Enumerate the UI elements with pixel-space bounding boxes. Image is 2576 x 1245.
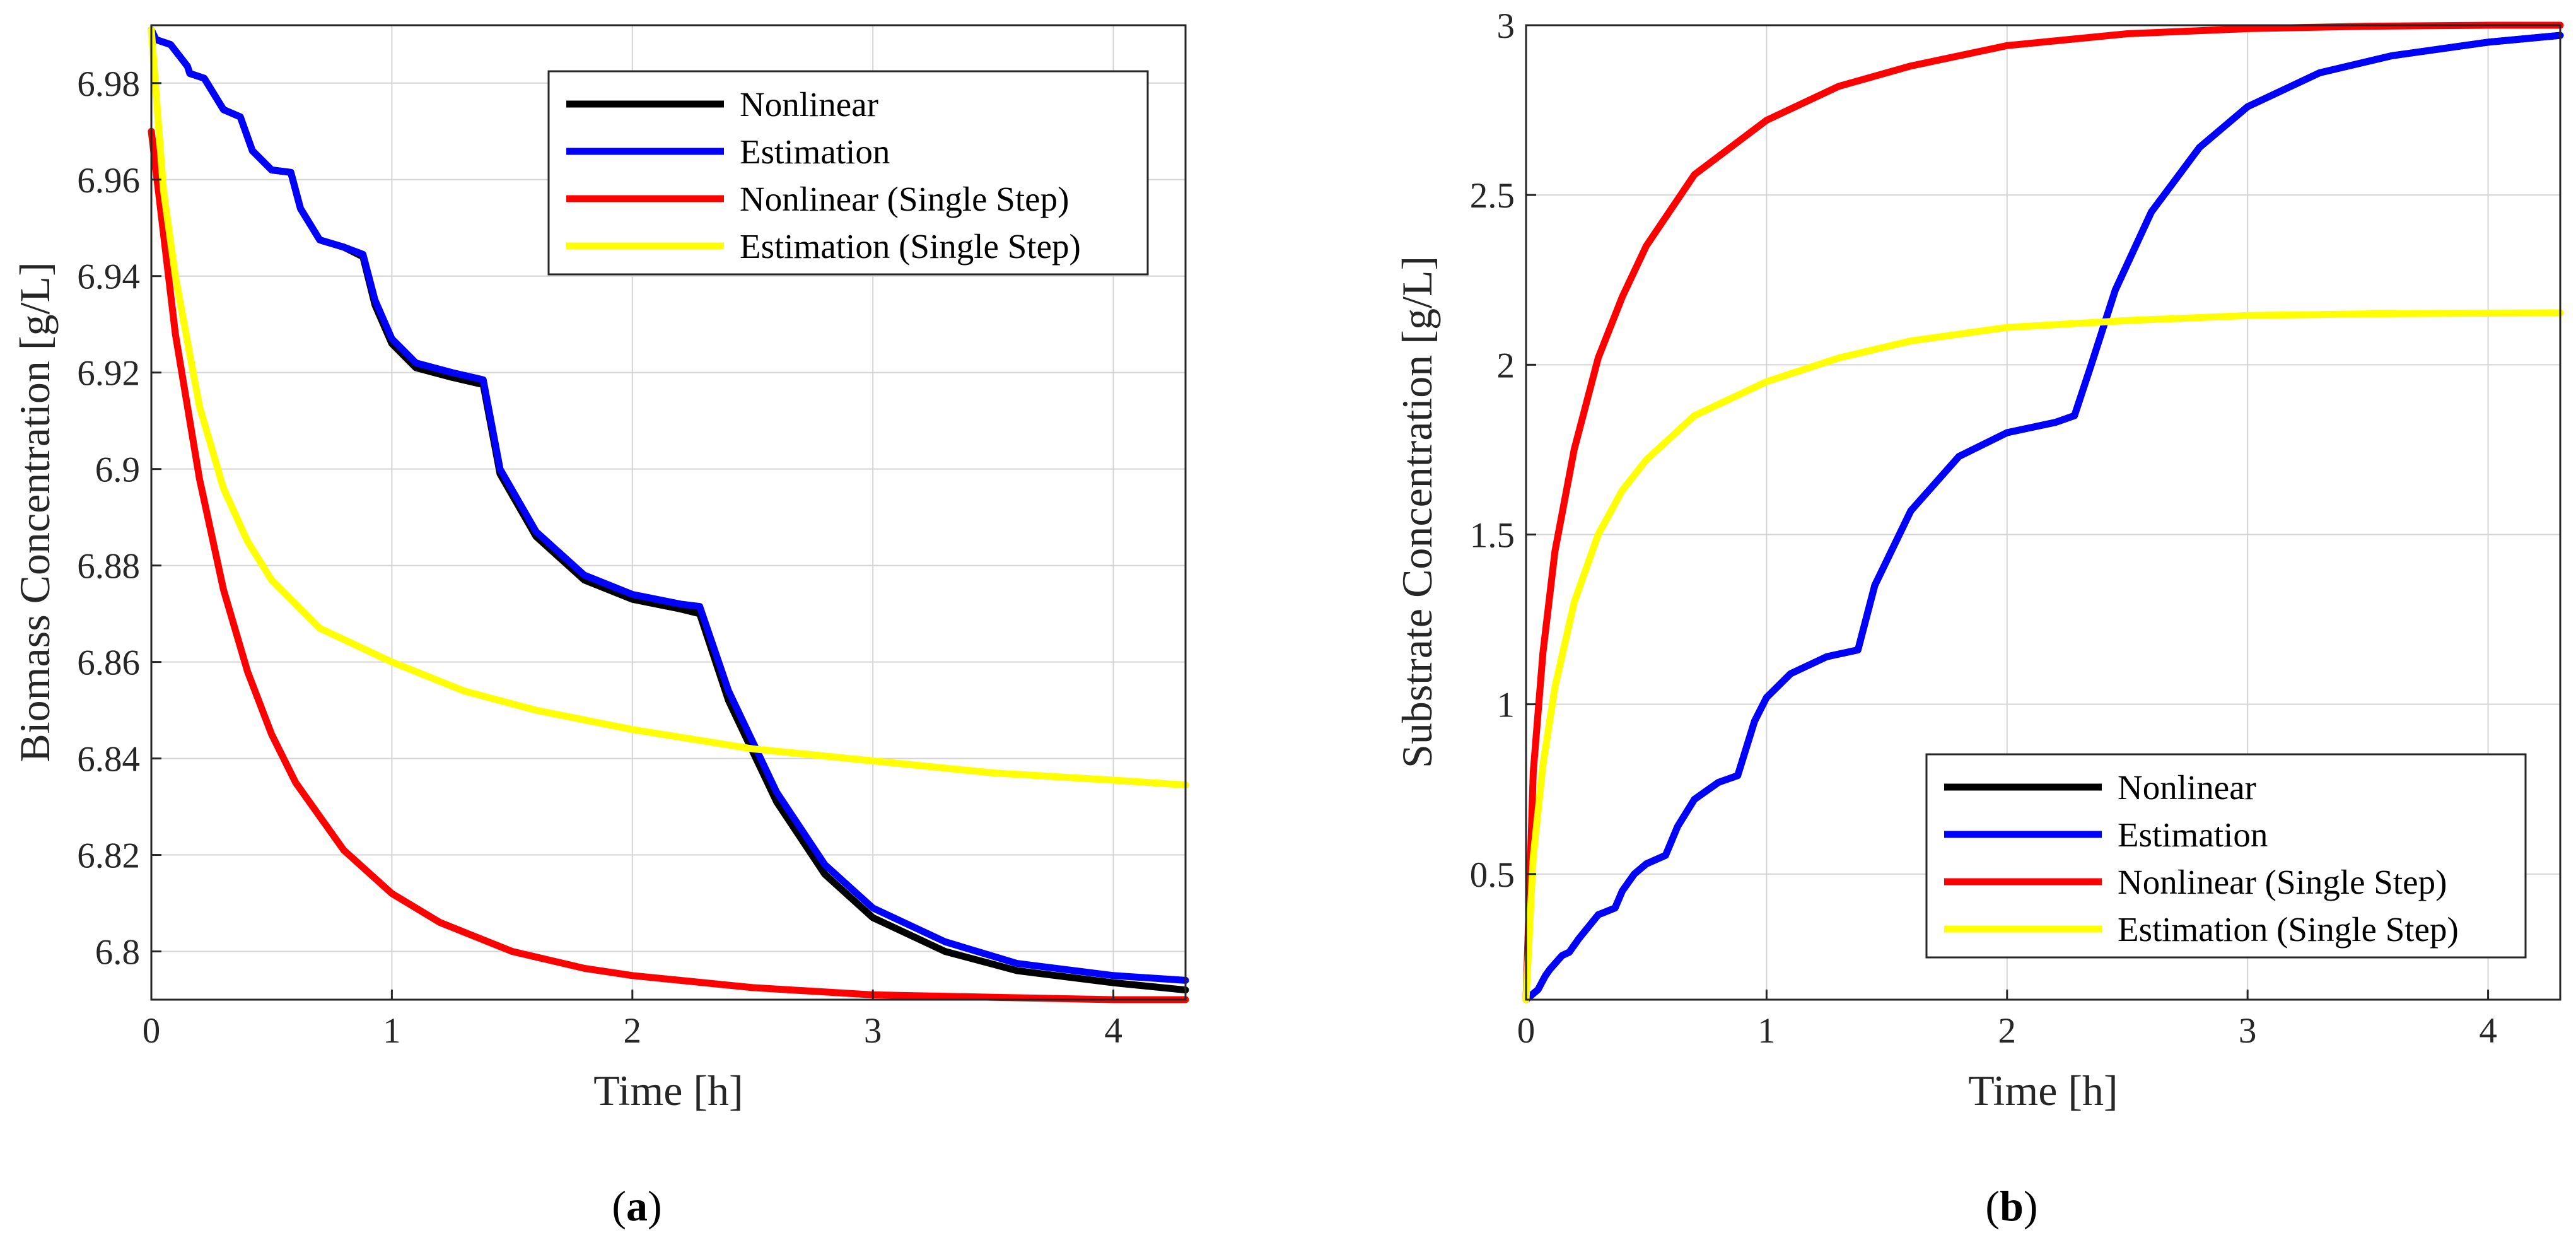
y-tick-label: 6.98	[77, 64, 140, 104]
y-tick-label: 6.96	[77, 161, 140, 201]
y-tick-label: 6.94	[77, 257, 140, 297]
legend-entries-b: Nonlinear Estimation Nonlinear (Single Ste…	[1944, 768, 2459, 949]
x-tick-label: 3	[2239, 1011, 2257, 1051]
panel-label-letter-b: b	[2000, 1182, 2024, 1230]
series-line-2	[1522, 32, 2564, 1003]
legend-label: Nonlinear (Single Step)	[2118, 863, 2447, 901]
y-tick-label: 6.9	[95, 450, 140, 490]
legend-label: Estimation	[740, 132, 890, 171]
panel-label-open-b: (	[1985, 1182, 2000, 1230]
panel-label-close-a: )	[648, 1182, 662, 1230]
legend-b: Nonlinear Estimation Nonlinear (Single Ste…	[1925, 753, 2527, 959]
ticks-a: 0 1 2 3 4 6.8 6.82 6.84 6.86 6.88 6.9 6.92 6.94 6.96 6…	[77, 64, 1122, 1051]
panel-label-b: (b)	[1985, 1182, 2037, 1230]
x-tick-label: 1	[383, 1011, 401, 1051]
series-line-4	[1522, 309, 2564, 1003]
series-layer-a	[148, 26, 1189, 1003]
series-line-3	[1522, 21, 2564, 1003]
x-tick-label: 0	[143, 1011, 161, 1051]
x-tick-label: 2	[1998, 1011, 2017, 1051]
legend-label: Estimation (Single Step)	[740, 227, 1081, 266]
y-tick-label: 3	[1497, 6, 1515, 46]
y-tick-label: 6.84	[77, 740, 140, 780]
x-tick-label: 3	[864, 1011, 882, 1051]
legend-entries-a: Nonlinear Estimation Nonlinear (Single Ste…	[566, 85, 1081, 266]
x-tick-label: 4	[1104, 1011, 1122, 1051]
x-axis-label-b: Time [h]	[1968, 1067, 2118, 1114]
plot-frame-b	[1525, 24, 2561, 1001]
y-tick-label: 6.8	[95, 933, 140, 973]
x-tick-label: 0	[1517, 1011, 1536, 1051]
ticks-b: 0 1 2 3 4 0.5 1 1.5 2 2.5 3	[1470, 6, 2497, 1051]
y-tick-label: 2	[1497, 346, 1515, 385]
chart-panel-b: 0 1 2 3 4 0.5 1 1.5 2 2.5 3 Time [h] Substrate Con…	[1393, 6, 2564, 1230]
panel-label-close-b: )	[2024, 1182, 2038, 1230]
chart-panel-a: 0 1 2 3 4 6.8 6.82 6.84 6.86 6.88 6.9 6.92 6.94 6.96 6…	[11, 24, 1189, 1230]
series-layer-b	[1522, 21, 2564, 1003]
legend-a: Nonlinear Estimation Nonlinear (Single Ste…	[547, 70, 1149, 276]
y-tick-label: 6.88	[77, 547, 140, 587]
y-axis-label-b: Substrate Concentration [g/L]	[1393, 256, 1441, 768]
y-tick-label: 2.5	[1470, 176, 1515, 216]
series-line-2	[148, 26, 1189, 984]
panel-label-open-a: (	[612, 1182, 626, 1230]
legend-label: Nonlinear	[2118, 768, 2256, 807]
series-line-4	[148, 26, 1189, 789]
plot-frame-a	[150, 24, 1187, 1001]
x-tick-label: 2	[624, 1011, 642, 1051]
y-tick-label: 6.82	[77, 836, 140, 876]
legend-label: Estimation (Single Step)	[2118, 910, 2459, 949]
legend-label: Nonlinear	[740, 85, 878, 124]
y-tick-label: 6.86	[77, 643, 140, 683]
legend-label: Estimation	[2118, 815, 2268, 854]
y-tick-label: 6.92	[77, 354, 140, 394]
panel-label-a: (a)	[612, 1182, 661, 1230]
panel-label-letter-a: a	[626, 1182, 648, 1230]
x-tick-label: 1	[1757, 1011, 1776, 1051]
x-tick-label: 4	[2479, 1011, 2497, 1051]
legend-label: Nonlinear (Single Step)	[740, 180, 1069, 218]
x-axis-label-a: Time [h]	[593, 1067, 743, 1114]
y-tick-label: 1	[1497, 686, 1515, 725]
series-line-3	[148, 127, 1189, 1003]
y-axis-label-a: Biomass Concentration [g/L]	[11, 262, 59, 762]
y-tick-label: 1.5	[1470, 515, 1515, 555]
y-tick-label: 0.5	[1470, 855, 1515, 895]
